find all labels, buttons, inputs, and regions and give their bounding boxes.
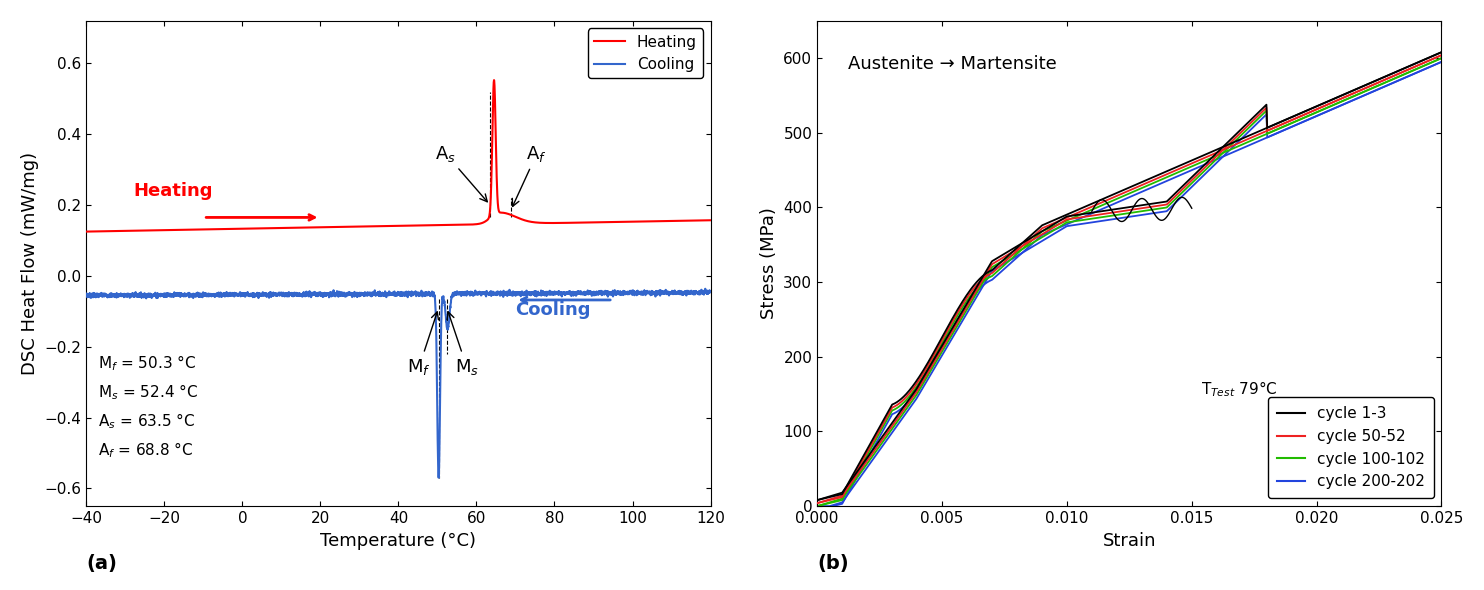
Line: cycle 1-3: cycle 1-3 [818,52,1441,500]
Text: M$_f$: M$_f$ [408,312,438,376]
cycle 100-102 [1432,55,1450,62]
cycle 1-3 [1432,48,1450,55]
cycle 100-102 [809,503,827,510]
cycle 200-202 [1432,58,1450,65]
cycle 1-3 [1171,162,1189,169]
cycle 200-202 [1282,124,1300,131]
X-axis label: Temperature (°C): Temperature (°C) [321,532,476,549]
Y-axis label: DSC Heat Flow (mW/mg): DSC Heat Flow (mW/mg) [21,152,39,375]
cycle 200-202 [846,477,864,484]
cycle 100-102 [1206,153,1224,160]
cycle 50-52 [1171,165,1189,172]
cycle 200-202 [1187,165,1205,172]
cycle 50-52 [1206,150,1224,157]
Text: T$_{Test}$ 79°C: T$_{Test}$ 79°C [1201,379,1278,399]
cycle 200-202 [809,506,827,513]
cycle 50-52 [1282,117,1300,124]
X-axis label: Strain: Strain [1103,532,1156,549]
Line: cycle 200-202: cycle 200-202 [818,62,1441,510]
cycle 50-52 [1187,158,1205,165]
Text: A$_f$: A$_f$ [512,144,548,206]
cycle 50-52 [1346,89,1364,96]
cycle 100-102 [1282,120,1300,127]
Text: Cooling: Cooling [515,301,591,319]
cycle 1-3 [1187,155,1205,162]
cycle 1-3 [809,497,827,504]
Text: M$_f$ = 50.3 °C
M$_s$ = 52.4 °C
A$_s$ = 63.5 °C
A$_f$ = 68.8 °C: M$_f$ = 50.3 °C M$_s$ = 52.4 °C A$_s$ = … [98,354,197,460]
Text: Austenite → Martensite: Austenite → Martensite [849,55,1057,73]
Y-axis label: Stress (MPa): Stress (MPa) [760,208,778,319]
cycle 200-202 [1206,156,1224,163]
Text: (a): (a) [86,554,117,573]
cycle 1-3 [1282,114,1300,121]
Text: Heating: Heating [134,182,212,200]
cycle 1-3 [1346,86,1364,93]
Legend: Heating, Cooling: Heating, Cooling [588,28,703,78]
cycle 50-52 [846,470,864,477]
Text: A$_s$: A$_s$ [435,144,487,202]
Line: cycle 50-52: cycle 50-52 [818,55,1441,503]
Text: M$_s$: M$_s$ [447,312,479,376]
Text: (b): (b) [818,554,849,573]
Line: cycle 100-102: cycle 100-102 [818,58,1441,506]
cycle 100-102 [846,473,864,480]
cycle 100-102 [1187,161,1205,168]
cycle 200-202 [1171,172,1189,179]
cycle 50-52 [809,500,827,507]
cycle 100-102 [1346,92,1364,99]
cycle 100-102 [1171,168,1189,175]
cycle 1-3 [846,467,864,474]
Legend: cycle 1-3, cycle 50-52, cycle 100-102, cycle 200-202: cycle 1-3, cycle 50-52, cycle 100-102, c… [1267,397,1434,499]
cycle 1-3 [1206,147,1224,154]
cycle 200-202 [1346,96,1364,103]
cycle 50-52 [1432,52,1450,59]
